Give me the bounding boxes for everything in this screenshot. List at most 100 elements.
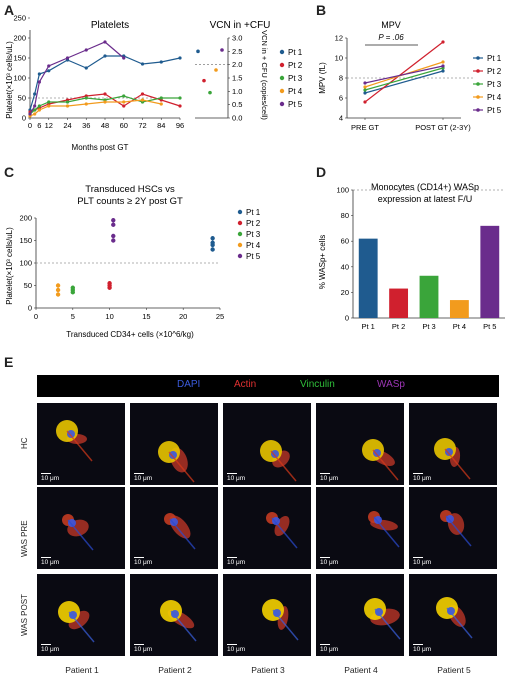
scale-bar-label: 10 μm: [41, 559, 60, 566]
cell-nucleus: [445, 448, 453, 456]
panel-a-chart: Platelets VCN in +CFU Platelet(×10³ cell…: [5, 14, 303, 153]
a-y-tick-label: 0: [22, 114, 26, 123]
scale-bar-label: 10 μm: [41, 646, 60, 653]
a-x-tick-label: 72: [138, 121, 146, 130]
panel-c-ylabel: Platelet(×10³ cells/uL): [5, 227, 14, 305]
panel-a-xlabel: Months post GT: [72, 143, 129, 152]
a-data-point: [122, 104, 126, 108]
a-data-point: [140, 98, 145, 102]
cell-protrusion: [66, 430, 93, 462]
c-x-tick-label: 10: [105, 312, 113, 321]
d-y-tick-label: 60: [341, 237, 349, 246]
channel-dapi-label: DAPI: [177, 379, 201, 390]
d-bar: [449, 300, 469, 318]
b-data-point: [441, 69, 445, 73]
cell-protrusion: [374, 608, 401, 640]
a-data-point: [33, 92, 37, 96]
a-data-point: [84, 66, 88, 70]
a-data-point: [178, 104, 182, 108]
a-data-point: [84, 96, 88, 100]
micrograph-hc-patient-2: 10 μm: [130, 403, 218, 485]
b-legend-marker: [476, 82, 480, 86]
a-data-point: [84, 102, 88, 106]
a-y-tick-label: 200: [13, 34, 26, 43]
a-legend-marker: [279, 49, 285, 55]
c-data-point: [107, 281, 112, 286]
a-legend-label: Pt 5: [288, 100, 303, 109]
cell-protrusion: [373, 516, 400, 548]
c-data-point: [55, 283, 61, 288]
cell-protrusion: [272, 609, 299, 641]
b-y-tick-label: 12: [335, 34, 343, 43]
a-data-point: [122, 56, 126, 60]
c-legend-label: Pt 5: [246, 252, 261, 261]
a2-y-tick-label: 0.5: [232, 100, 242, 109]
cell-protrusion: [270, 450, 297, 482]
c-y-tick-label: 200: [19, 214, 32, 223]
a2-y-tick-label: 0.0: [232, 114, 242, 123]
panel-b-pvalue: P = .06: [378, 33, 404, 42]
b-legend-label: Pt 3: [487, 80, 502, 89]
a-data-point: [84, 48, 88, 52]
b-data-point: [363, 88, 367, 92]
micrograph-was-post-patient-1: 10 μm: [37, 574, 125, 656]
panel-letter-d: D: [316, 164, 327, 180]
cell-protrusion: [446, 607, 473, 639]
b-series-line: [364, 70, 444, 94]
micrograph-was-post-patient-2: 10 μm: [130, 574, 218, 656]
panel-letter-a: A: [4, 2, 15, 18]
a-y-tick-label: 250: [13, 14, 26, 23]
a2-y-tick-label: 1.0: [232, 87, 242, 96]
micrograph-hc-patient-4: 10 μm: [316, 403, 404, 485]
scale-bar: [413, 556, 423, 558]
micrograph-hc-patient-1: 10 μm: [37, 403, 125, 485]
a-x-tick-label: 36: [82, 121, 90, 130]
scale-bar-label: 10 μm: [227, 475, 246, 482]
a-legend-marker: [279, 62, 285, 68]
b-y-tick-label: 4: [339, 114, 343, 123]
d-x-tick-label: Pt 1: [362, 322, 375, 331]
scale-bar-label: 10 μm: [134, 646, 153, 653]
cell-image: [362, 439, 399, 481]
micrograph-hc-patient-5: 10 μm: [409, 403, 497, 485]
micrograph-was-pre-patient-5: 10 μm: [409, 487, 497, 569]
cell-image: [434, 438, 471, 480]
a-data-point: [122, 94, 126, 98]
cell-nucleus: [170, 518, 178, 526]
a-x-tick-label: 12: [45, 121, 53, 130]
b-legend-marker: [476, 108, 480, 112]
col-label-patient-2: Patient 2: [158, 665, 192, 675]
scale-bar: [227, 556, 237, 558]
a2-y-tick-label: 3.0: [232, 34, 242, 43]
d-y-tick-label: 80: [341, 211, 349, 220]
a2-data-point: [202, 78, 206, 83]
scale-bar: [413, 643, 423, 645]
scale-bar-label: 10 μm: [227, 646, 246, 653]
a-data-point: [159, 60, 163, 64]
micrograph-was-post-patient-4: 10 μm: [316, 574, 404, 656]
c-legend-label: Pt 2: [246, 219, 261, 228]
a2-y-tick-label: 1.5: [232, 74, 242, 83]
a-data-point: [122, 100, 126, 104]
scale-bar: [320, 472, 330, 474]
cell-nucleus: [446, 515, 454, 523]
c-x-tick-label: 0: [34, 312, 38, 321]
cell-protrusion: [445, 515, 472, 547]
cell-image: [164, 513, 196, 550]
panel-c-chart: Transduced HSCs vs PLT counts ≥ 2Y post …: [5, 184, 261, 339]
b-y-tick-label: 10: [335, 54, 343, 63]
cell-protrusion: [67, 519, 94, 551]
a-y-tick-label: 150: [13, 54, 26, 63]
a-data-point: [140, 92, 145, 96]
panel-d-ylabel: % WASp+ cells: [318, 235, 327, 290]
b-x-tick-label: POST GT (2-3Y): [415, 123, 471, 132]
a-data-point: [37, 108, 41, 112]
c-x-tick-label: 20: [179, 312, 187, 321]
cell-nucleus: [171, 610, 179, 618]
cell-image: [158, 441, 195, 483]
scale-bar: [227, 643, 237, 645]
panel-a-ylabel: Platelet(×10³ cells/uL): [5, 41, 14, 119]
scale-bar-label: 10 μm: [134, 559, 153, 566]
panel-d-title-1: Monocytes (CD14+) WASp: [371, 182, 479, 192]
a-data-point: [28, 112, 32, 116]
